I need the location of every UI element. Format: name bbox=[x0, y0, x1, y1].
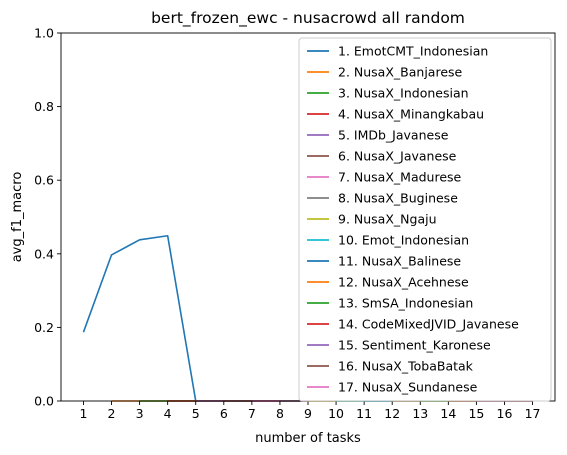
legend-label-2: 2. NusaX_Banjarese bbox=[338, 65, 463, 80]
x-tick-label: 5 bbox=[192, 406, 200, 421]
x-tick-label: 2 bbox=[108, 406, 116, 421]
x-tick-label: 15 bbox=[468, 406, 484, 421]
x-tick-label: 8 bbox=[276, 406, 284, 421]
chart-title: bert_frozen_ewc - nusacrowd all random bbox=[151, 9, 465, 28]
x-tick-label: 14 bbox=[440, 406, 456, 421]
y-tick-label: 0.6 bbox=[34, 173, 54, 188]
y-tick-label: 0.0 bbox=[34, 394, 54, 409]
y-axis-label: avg_f1_macro bbox=[10, 172, 25, 263]
x-tick-label: 13 bbox=[412, 406, 428, 421]
legend-label-17: 17. NusaX_Sundanese bbox=[338, 380, 478, 395]
x-tick-label: 16 bbox=[497, 406, 513, 421]
x-tick-label: 17 bbox=[525, 406, 541, 421]
x-tick-label: 1 bbox=[79, 406, 87, 421]
legend-label-14: 14. CodeMixedJVID_Javanese bbox=[338, 317, 519, 332]
x-tick-label: 10 bbox=[328, 406, 344, 421]
legend-label-15: 15. Sentiment_Karonese bbox=[338, 338, 491, 353]
x-tick-label: 6 bbox=[220, 406, 228, 421]
y-tick-label: 0.8 bbox=[34, 99, 54, 114]
x-tick-label: 12 bbox=[384, 406, 400, 421]
legend-label-10: 10. Emot_Indonesian bbox=[338, 233, 469, 248]
legend-label-11: 11. NusaX_Balinese bbox=[338, 254, 461, 269]
legend-label-7: 7. NusaX_Madurese bbox=[338, 170, 462, 185]
x-tick-label: 4 bbox=[164, 406, 172, 421]
legend-label-12: 12. NusaX_Acehnese bbox=[338, 275, 469, 290]
x-tick-label: 9 bbox=[304, 406, 312, 421]
y-tick-label: 1.0 bbox=[34, 26, 54, 41]
legend-label-5: 5. IMDb_Javanese bbox=[338, 128, 449, 143]
x-tick-label: 11 bbox=[356, 406, 372, 421]
legend-label-4: 4. NusaX_Minangkabau bbox=[338, 107, 484, 122]
x-tick-label: 7 bbox=[248, 406, 256, 421]
legend-label-6: 6. NusaX_Javanese bbox=[338, 149, 457, 164]
y-tick-label: 0.4 bbox=[34, 246, 54, 261]
legend-label-16: 16. NusaX_TobaBatak bbox=[338, 359, 474, 374]
legend-label-3: 3. NusaX_Indonesian bbox=[338, 86, 469, 101]
legend-box bbox=[298, 37, 552, 402]
legend: 1. EmotCMT_Indonesian 2. NusaX_Banjarese 3… bbox=[298, 37, 552, 402]
legend-label-1: 1. EmotCMT_Indonesian bbox=[338, 44, 488, 59]
y-tick-label: 0.2 bbox=[34, 320, 54, 335]
legend-label-8: 8. NusaX_Buginese bbox=[338, 191, 458, 206]
x-axis-label: number of tasks bbox=[255, 431, 361, 446]
x-tick-label: 3 bbox=[136, 406, 144, 421]
legend-label-9: 9. NusaX_Ngaju bbox=[338, 212, 437, 227]
legend-label-13: 13. SmSA_Indonesian bbox=[338, 296, 473, 311]
